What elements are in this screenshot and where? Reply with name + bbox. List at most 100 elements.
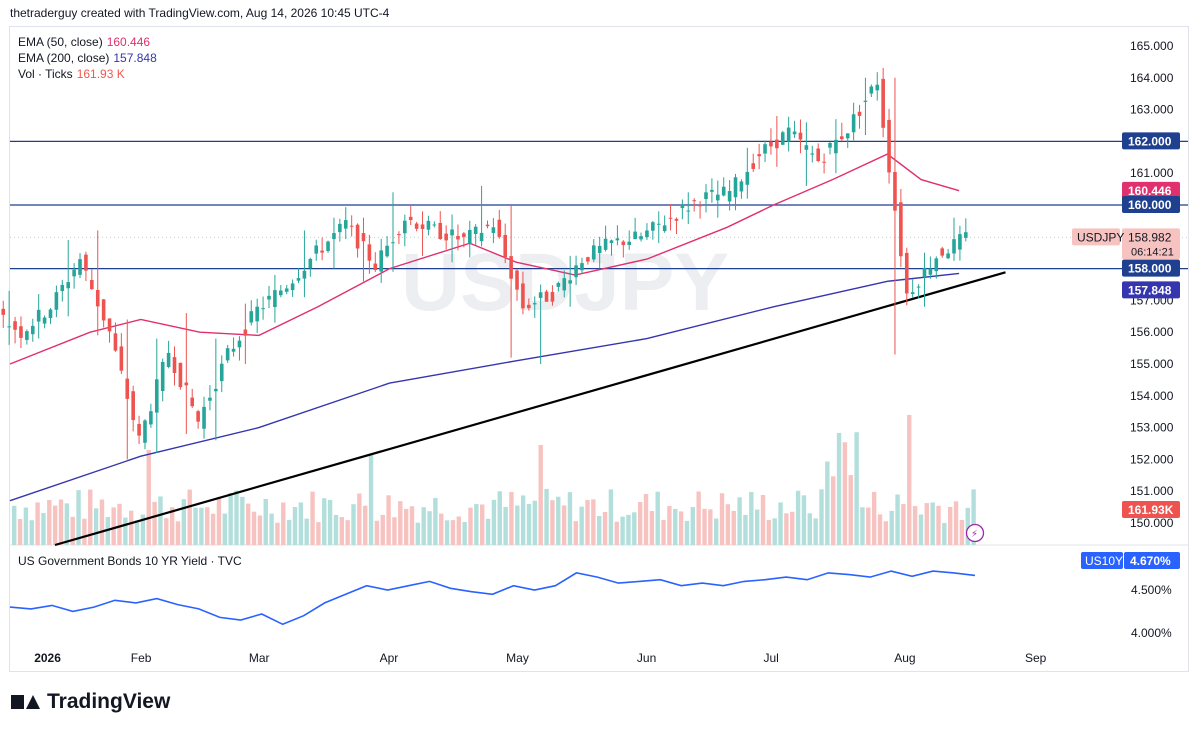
candle-body xyxy=(922,267,927,278)
price-axis-tick: 153.000 xyxy=(1130,421,1174,435)
volume-bar xyxy=(643,493,649,545)
volume-bar xyxy=(620,516,625,545)
candle-body xyxy=(509,256,513,279)
volume-bar xyxy=(690,507,695,545)
volume-bar xyxy=(503,506,508,545)
candle-body xyxy=(751,163,756,169)
volume-bar xyxy=(23,507,29,545)
volume-bar xyxy=(456,516,461,545)
volume-bar xyxy=(930,502,935,545)
volume-bar xyxy=(550,500,555,545)
volume-bar xyxy=(29,520,34,545)
candle-body xyxy=(84,254,88,271)
candle-body xyxy=(627,241,632,246)
candle-body xyxy=(426,220,431,230)
price-tag-last: 158.982 xyxy=(1128,230,1172,244)
volume-bar xyxy=(813,518,818,545)
candle-body xyxy=(343,220,348,229)
candles xyxy=(1,67,968,460)
volume-bar xyxy=(520,495,526,545)
volume-bar xyxy=(561,505,567,545)
candle-body xyxy=(727,191,732,202)
volume-bar xyxy=(105,517,110,545)
candle-body xyxy=(231,348,236,352)
tradingview-logo[interactable]: TradingView xyxy=(11,690,170,714)
candle-body xyxy=(615,238,620,241)
volume-bar xyxy=(351,504,356,545)
candle-body xyxy=(149,411,153,425)
volume-bar xyxy=(169,507,175,545)
legend-volume[interactable]: Vol · Ticks 161.93 K xyxy=(18,66,125,82)
volume-bar xyxy=(556,496,561,545)
symbol-tag: USDJPY xyxy=(1077,230,1124,244)
legend-us10y[interactable]: US Government Bonds 10 YR Yield · TVC xyxy=(18,553,242,569)
volume-bar xyxy=(444,520,450,545)
candle-body xyxy=(178,362,183,388)
candle-body xyxy=(332,233,336,240)
volume-bar xyxy=(854,432,859,545)
candle-body xyxy=(964,232,968,238)
candle-body xyxy=(952,239,956,254)
candle-body xyxy=(320,250,324,253)
time-axis-tick: Aug xyxy=(894,651,915,665)
candle-body xyxy=(95,289,100,307)
price-axis-tick: 163.000 xyxy=(1130,103,1174,117)
candle-body xyxy=(408,216,413,221)
candle-body xyxy=(804,145,809,150)
volume-bar xyxy=(760,494,766,545)
candle-body xyxy=(54,292,59,310)
tradingview-brand-name: TradingView xyxy=(47,690,171,713)
candle-body xyxy=(816,148,820,162)
volume-bar xyxy=(251,511,257,545)
volume-bar xyxy=(117,503,122,545)
volume-bar xyxy=(754,509,760,545)
volume-bar xyxy=(632,512,637,545)
candle-body xyxy=(237,340,242,348)
candle-body xyxy=(916,286,921,288)
volume-bar xyxy=(439,513,444,545)
volume-bar xyxy=(585,499,590,545)
volume-bar xyxy=(877,514,883,545)
volume-bar xyxy=(807,513,812,545)
candle-body xyxy=(90,279,94,290)
volume-bar xyxy=(708,509,713,545)
chart-attribution: thetraderguy created with TradingView.co… xyxy=(10,6,390,20)
volume-bar xyxy=(234,490,239,545)
price-tag-160: 160.000 xyxy=(1128,198,1172,212)
candle-body xyxy=(645,230,649,238)
symbol-tag-bg xyxy=(1072,228,1120,246)
legend-ema200[interactable]: EMA (200, close) 157.848 xyxy=(18,50,157,66)
volume-bar xyxy=(836,432,842,545)
volume-bar xyxy=(924,503,929,545)
candle-body xyxy=(25,331,29,340)
volume-bar xyxy=(58,499,64,545)
volume-bar xyxy=(907,415,912,545)
volume-bar xyxy=(52,505,58,545)
candle-body xyxy=(562,278,567,291)
candle-body xyxy=(261,308,265,310)
volume-bar xyxy=(959,519,965,545)
volume-bar xyxy=(111,507,116,545)
candle-body xyxy=(503,234,508,258)
candle-body xyxy=(373,263,378,270)
candle-body xyxy=(78,259,82,275)
volume-bar xyxy=(164,518,169,545)
candle-body xyxy=(491,227,496,233)
price-tag-158: 158.000 xyxy=(1128,262,1172,276)
volume-bar xyxy=(193,507,198,545)
candle-body xyxy=(60,284,65,292)
candle-body xyxy=(7,326,11,328)
volume-bar xyxy=(673,508,678,545)
yield-axis-tick: 4.500% xyxy=(1131,583,1172,597)
volume-bar xyxy=(702,508,707,545)
candle-body xyxy=(586,257,590,262)
volume-bar xyxy=(304,518,309,545)
price-tag-ema200: 157.848 xyxy=(1128,283,1172,297)
volume-bar xyxy=(497,491,502,545)
support-trendline xyxy=(54,271,1006,547)
volume-bar xyxy=(766,519,772,545)
legend-ema50[interactable]: EMA (50, close) 160.446 xyxy=(18,34,150,50)
volume-bar xyxy=(210,513,216,545)
candle-body xyxy=(462,233,466,237)
